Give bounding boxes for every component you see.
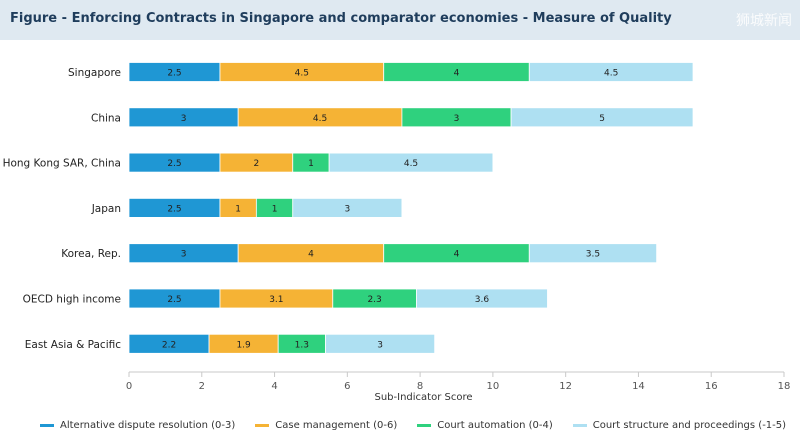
category-label: East Asia & Pacific bbox=[25, 339, 121, 351]
bar-value-label: 3 bbox=[454, 114, 460, 124]
legend-item: Alternative dispute resolution (0-3) bbox=[40, 420, 235, 431]
bar-value-label: 4 bbox=[308, 250, 314, 260]
category-label: Hong Kong SAR, China bbox=[3, 158, 121, 170]
legend-label: Case management (0-6) bbox=[275, 419, 398, 431]
x-tick-label: 16 bbox=[705, 381, 718, 392]
bar-value-label: 4.5 bbox=[404, 159, 418, 169]
bar-value-label: 1 bbox=[272, 204, 278, 214]
watermark: 狮城新闻 bbox=[736, 13, 792, 29]
figure-title-bar: Figure - Enforcing Contracts in Singapor… bbox=[0, 0, 800, 40]
bar-value-label: 4.5 bbox=[604, 69, 618, 79]
bar-value-label: 4 bbox=[454, 69, 460, 79]
bar-value-label: 2 bbox=[253, 159, 259, 169]
bar-value-label: 2.5 bbox=[167, 69, 181, 79]
legend-label: Court automation (0-4) bbox=[437, 419, 553, 431]
figure-title: Figure - Enforcing Contracts in Singapor… bbox=[10, 11, 672, 26]
x-tick-label: 12 bbox=[559, 381, 572, 392]
legend-label: Alternative dispute resolution (0-3) bbox=[60, 419, 236, 431]
bar-value-label: 4 bbox=[454, 250, 460, 260]
bar-value-label: 3.5 bbox=[586, 250, 600, 260]
legend-swatch bbox=[572, 423, 587, 427]
legend-swatch bbox=[40, 423, 54, 427]
bar-value-label: 4.5 bbox=[295, 69, 309, 79]
category-label: China bbox=[91, 112, 121, 124]
legend-swatch bbox=[417, 423, 432, 427]
category-label: Singapore bbox=[68, 67, 121, 79]
bar-value-label: 2.5 bbox=[167, 204, 181, 214]
chart-legend: Alternative dispute resolution (0-3) Case… bbox=[40, 416, 800, 434]
bar-value-label: 2.5 bbox=[167, 295, 181, 305]
bar-value-label: 3.1 bbox=[269, 295, 283, 305]
bar-value-label: 1.9 bbox=[236, 340, 251, 350]
x-tick-label: 0 bbox=[126, 381, 132, 392]
bar-segment bbox=[416, 288, 548, 309]
bar-value-label: 2.3 bbox=[367, 295, 381, 305]
bar-value-label: 3 bbox=[181, 250, 187, 260]
x-tick-label: 18 bbox=[778, 381, 791, 392]
category-label: OECD high income bbox=[23, 294, 121, 306]
x-tick-label: 14 bbox=[632, 381, 645, 392]
bar-value-label: 4.5 bbox=[313, 114, 327, 124]
x-tick-label: 6 bbox=[344, 381, 350, 392]
bar-value-label: 2.5 bbox=[167, 159, 181, 169]
legend-swatch bbox=[255, 423, 270, 427]
legend-item: Court automation (0-4) bbox=[417, 420, 553, 431]
bar-segment bbox=[528, 243, 658, 264]
bar-value-label: 2.2 bbox=[162, 340, 176, 350]
category-label: Japan bbox=[91, 203, 121, 215]
category-label: Korea, Rep. bbox=[61, 248, 121, 260]
bar-value-label: 1 bbox=[308, 159, 314, 169]
x-tick-label: 2 bbox=[199, 381, 205, 392]
x-tick-label: 8 bbox=[417, 381, 423, 392]
legend-item: Court structure and proceedings (-1-5) bbox=[572, 419, 787, 431]
x-tick-label: 10 bbox=[487, 381, 500, 392]
x-axis-label: Sub-Indicator Score bbox=[374, 392, 472, 403]
bar-segment bbox=[292, 197, 403, 218]
legend-item: Case management (0-6) bbox=[255, 420, 397, 431]
bar-value-label: 3 bbox=[377, 340, 383, 350]
bar-segment bbox=[328, 152, 494, 173]
bar-value-label: 3 bbox=[344, 204, 350, 214]
bar-segment bbox=[325, 333, 436, 354]
bar-segment bbox=[510, 107, 694, 128]
bar-value-label: 1 bbox=[235, 204, 241, 214]
bar-value-label: 1.3 bbox=[295, 340, 309, 350]
bar-segment bbox=[528, 62, 694, 82]
x-tick-label: 4 bbox=[271, 381, 277, 392]
bar-value-label: 5 bbox=[599, 114, 605, 124]
bar-value-label: 3.6 bbox=[475, 295, 490, 305]
bar-value-label: 3 bbox=[181, 114, 187, 124]
legend-label: Court structure and proceedings (-1-5) bbox=[592, 419, 787, 431]
